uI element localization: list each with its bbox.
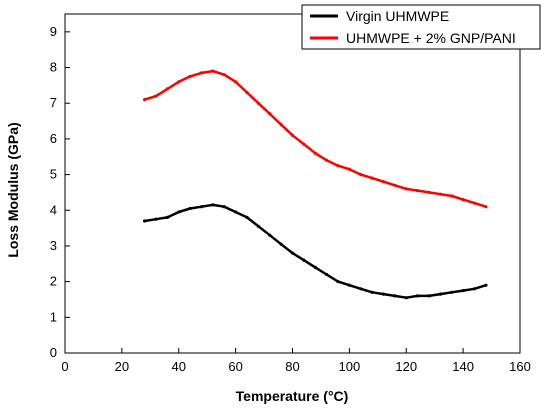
plot-frame: [64, 13, 521, 354]
data-point: [359, 173, 363, 177]
data-point: [177, 80, 181, 84]
x-tick-label: 160: [509, 359, 531, 374]
data-point: [177, 210, 181, 214]
legend-box: [301, 4, 541, 50]
data-point: [256, 224, 260, 228]
x-tick-label: 140: [452, 359, 474, 374]
data-point: [404, 187, 408, 191]
series-layer: [143, 69, 488, 300]
data-point: [484, 283, 488, 287]
data-point: [381, 180, 386, 184]
x-tick-label: 20: [115, 359, 129, 374]
data-point: [416, 189, 420, 193]
data-point: [381, 292, 386, 296]
data-point: [290, 251, 295, 255]
y-tick-label: 9: [50, 24, 57, 39]
data-point: [393, 294, 397, 298]
data-point: [222, 205, 226, 209]
x-tick-label: 120: [395, 359, 417, 374]
data-point: [461, 198, 465, 202]
x-tick-label: 60: [228, 359, 242, 374]
data-point: [268, 233, 272, 237]
data-point: [279, 242, 283, 246]
x-axis-title: Temperature (°C): [236, 388, 349, 404]
data-point: [472, 287, 477, 291]
x-tick-label: 100: [339, 359, 361, 374]
data-point: [290, 133, 295, 137]
data-point: [279, 123, 283, 127]
y-axis-title: Loss Modulus (GPa): [5, 122, 21, 257]
data-point: [484, 205, 488, 209]
data-point: [336, 164, 340, 168]
data-point: [143, 219, 147, 223]
data-point: [313, 265, 317, 269]
y-tick-label: 2: [50, 274, 57, 289]
data-point: [245, 90, 249, 95]
data-point: [302, 258, 306, 262]
data-point: [188, 206, 192, 211]
data-point: [370, 290, 374, 294]
data-point: [450, 194, 454, 198]
data-point: [188, 74, 192, 78]
data-point: [370, 176, 374, 180]
y-tick-label: 7: [50, 95, 57, 110]
data-point: [234, 80, 238, 84]
data-point: [199, 205, 204, 209]
data-point: [438, 192, 442, 196]
y-tick-label: 0: [50, 345, 57, 360]
data-point: [416, 294, 420, 298]
legend-label-virgin: Virgin UHMWPE: [346, 8, 449, 24]
data-point: [347, 167, 351, 171]
data-point: [347, 283, 351, 287]
data-point: [427, 190, 431, 194]
data-point: [211, 69, 215, 73]
data-point: [336, 280, 340, 284]
data-point: [404, 296, 408, 300]
data-point: [154, 94, 158, 98]
y-axis: 0 1 2 3 4 5 6 7 8 9: [50, 24, 70, 360]
data-point: [472, 201, 477, 205]
data-point: [427, 294, 431, 298]
data-point: [165, 87, 169, 91]
legend: Virgin UHMWPE UHMWPE + 2% GNP/PANI: [301, 4, 541, 50]
data-point: [165, 215, 169, 219]
y-tick-label: 3: [50, 238, 57, 253]
data-point: [199, 71, 204, 75]
x-tick-label: 40: [172, 359, 186, 374]
data-point: [393, 183, 397, 187]
y-tick-label: 1: [50, 309, 57, 324]
data-point: [256, 101, 260, 105]
data-point: [359, 287, 363, 291]
y-tick-label: 5: [50, 167, 57, 182]
data-point: [302, 142, 306, 146]
data-point: [438, 292, 442, 296]
y-tick-label: 8: [50, 60, 57, 75]
data-point: [222, 73, 226, 77]
legend-label-gnp-pani: UHMWPE + 2% GNP/PANI: [346, 30, 516, 46]
data-point: [461, 289, 465, 293]
data-point: [325, 272, 329, 277]
y-tick-label: 4: [50, 202, 57, 217]
x-axis: 0 20 40 60 80 100 120 140 160: [61, 348, 531, 374]
data-point: [143, 98, 147, 102]
x-tick-label: 80: [285, 359, 299, 374]
data-point: [245, 215, 249, 219]
data-point: [154, 217, 158, 221]
data-point: [313, 151, 317, 155]
data-point: [234, 210, 238, 214]
data-point: [211, 203, 215, 207]
y-tick-label: 6: [50, 131, 57, 146]
data-point: [450, 290, 454, 294]
x-tick-label: 0: [61, 359, 68, 374]
data-point: [268, 112, 272, 116]
data-point: [325, 158, 329, 162]
